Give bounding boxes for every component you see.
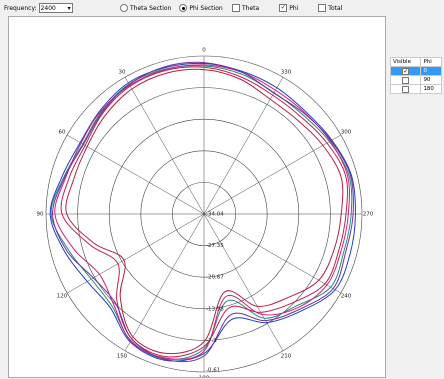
column-header: Visible: [391, 58, 421, 67]
angle-label: 120: [57, 294, 68, 300]
angle-label: 180: [199, 376, 210, 378]
frequency-label: Frequency:: [4, 5, 37, 12]
angle-label: 300: [341, 130, 352, 136]
frequency-value: 2400: [41, 5, 56, 12]
checkbox[interactable]: ✓: [279, 4, 287, 12]
radio-button[interactable]: [179, 4, 187, 12]
table-row[interactable]: 90: [391, 76, 442, 85]
visible-cell: [391, 85, 421, 94]
radial-label: -34.04: [206, 212, 224, 218]
table-row[interactable]: 180: [391, 85, 442, 94]
checkbox[interactable]: [402, 86, 409, 93]
visible-cell: [391, 76, 421, 85]
angle-label: 60: [58, 130, 65, 136]
radio-option[interactable]: Theta Section: [120, 4, 171, 12]
frequency-control: Frequency: 2400 ▾: [4, 3, 73, 13]
angle-label: 330: [281, 69, 292, 75]
checkbox-label: Theta: [242, 5, 259, 12]
phi-cell: 90: [421, 76, 442, 85]
radial-label: -7.3: [206, 338, 217, 344]
angle-label: 210: [281, 354, 292, 360]
radio-button[interactable]: [120, 4, 128, 12]
checkbox[interactable]: ✓: [402, 68, 409, 75]
angle-label: 150: [117, 354, 128, 360]
grid-spoke: [204, 77, 283, 214]
radio-option[interactable]: Phi Section: [179, 4, 222, 12]
plot-frame: 0 30 60 90 120 150 180 210 240 270 300 330 -34.04 -27…: [8, 16, 386, 378]
checkbox[interactable]: [318, 4, 326, 12]
pattern-curve: [55, 65, 350, 359]
radial-label: -20.67: [206, 275, 224, 281]
checkbox-label: Total: [328, 5, 342, 12]
angle-label: 30: [119, 69, 126, 75]
phi-cell: 180: [421, 85, 442, 94]
grid-spoke: [204, 214, 341, 293]
angle-label: 240: [341, 294, 352, 300]
radial-label: -27.35: [206, 243, 224, 249]
radio-label: Phi Section: [189, 5, 222, 12]
checkbox-option[interactable]: Theta: [232, 4, 259, 12]
table-row[interactable]: ✓0: [391, 67, 442, 76]
phi-cell: 0: [421, 67, 442, 76]
checkbox[interactable]: [232, 4, 240, 12]
angle-label: 270: [363, 212, 374, 218]
visible-cell: ✓: [391, 67, 421, 76]
checkbox-option[interactable]: ✓Phi: [279, 4, 298, 12]
radial-label: -13.98: [206, 306, 224, 312]
angle-label: 0: [202, 48, 206, 54]
checkbox-option[interactable]: Total: [318, 4, 342, 12]
grid-spoke: [67, 135, 204, 214]
frequency-select[interactable]: 2400 ▾: [39, 3, 73, 13]
checkbox-label: Phi: [289, 5, 298, 12]
angle-label: 90: [37, 212, 44, 218]
checkbox[interactable]: [402, 77, 409, 84]
grid-spoke: [67, 214, 204, 293]
grid-spoke: [204, 135, 341, 214]
dropdown-arrow: ▾: [68, 5, 71, 12]
grid-spoke: [204, 214, 283, 351]
grid-spoke: [125, 77, 204, 214]
column-header: Phi: [421, 58, 442, 67]
component-checkboxes: Theta ✓Phi Total: [232, 4, 342, 12]
section-radios: Theta Section Phi Section: [120, 4, 223, 12]
polar-chart: 0 30 60 90 120 150 180 210 240 270 300 330 -34.04 -27…: [9, 17, 385, 377]
radio-label: Theta Section: [130, 5, 171, 12]
radial-label: -0.61: [206, 368, 220, 374]
grid-spoke: [125, 214, 204, 351]
